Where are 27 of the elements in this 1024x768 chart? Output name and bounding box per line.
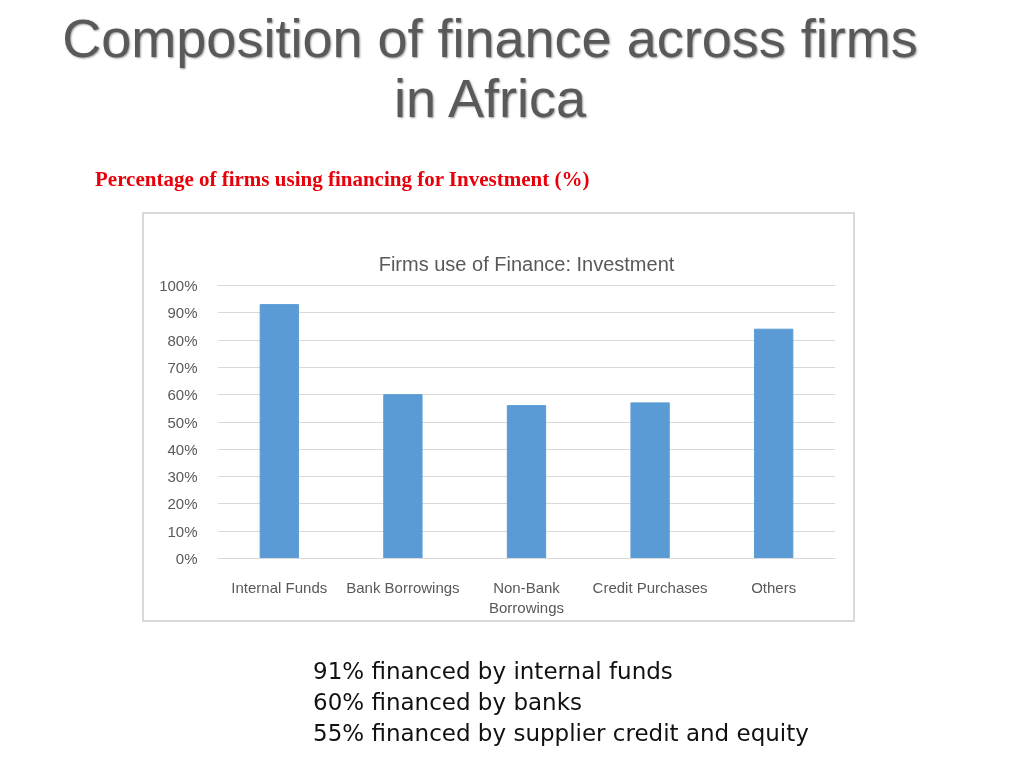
y-tick-label: 90%	[167, 304, 198, 322]
x-tick-label: Non-Bank Borrowings	[488, 578, 565, 616]
bar	[383, 394, 423, 559]
text: Firms use of Finance: Investment	[378, 252, 675, 275]
bar	[754, 328, 794, 559]
bar	[506, 405, 547, 559]
y-tick-label: 10%	[167, 522, 198, 540]
bar	[630, 402, 670, 559]
y-tick-label: 30%	[167, 468, 198, 486]
y-tick-label: 100%	[159, 277, 198, 294]
y-tick-label: 40%	[167, 440, 198, 458]
x-tick-label: Credit Purchases	[592, 578, 708, 596]
y-tick-label: 50%	[167, 413, 198, 431]
bar	[259, 304, 299, 559]
y-tick-label: 80%	[167, 331, 198, 349]
text: 91% financed by internal funds	[313, 658, 673, 684]
chart-subtitle: Percentage of firms using financing for Investment (%)	[95, 166, 590, 193]
x-tick-label: Bank Borrowings	[346, 578, 460, 596]
chart-title: Composition of finance across firms in Africa	[61, 8, 919, 129]
y-tick-label: 60%	[167, 386, 198, 404]
y-tick-label: 0%	[175, 550, 198, 567]
text: 55% financed by supplier credit and equity	[313, 720, 809, 746]
x-tick-label: Internal Funds	[231, 578, 328, 596]
x-tick-label: Others	[751, 578, 797, 596]
text: 60% financed by banks	[313, 689, 582, 715]
y-tick-label: 70%	[167, 358, 198, 376]
y-tick-label: 20%	[167, 495, 198, 513]
